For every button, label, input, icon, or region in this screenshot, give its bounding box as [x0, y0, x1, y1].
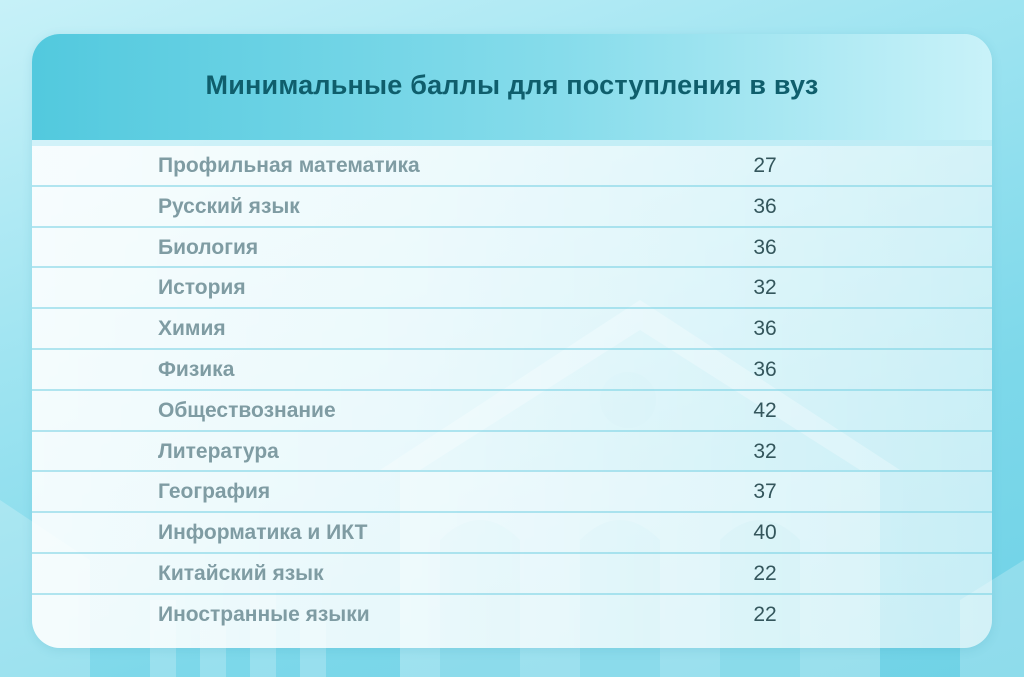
subject-name: Обществознание	[158, 398, 336, 422]
min-score: 22	[753, 602, 777, 626]
table-row: Физика 36	[32, 350, 992, 391]
subject-name: Профильная математика	[158, 154, 420, 177]
subject-name: Информатика и ИКТ	[158, 521, 368, 545]
min-score: 22	[753, 561, 777, 585]
subject-name: География	[158, 480, 271, 504]
table-row: Биология 36	[32, 228, 992, 269]
page-title: Минимальные баллы для поступления в вуз	[205, 70, 819, 100]
subject-name: Иностранные языки	[158, 602, 370, 626]
min-score: 36	[753, 317, 777, 341]
subject-name: Китайский язык	[158, 561, 324, 585]
scores-card: Минимальные баллы для поступления в вуз …	[32, 34, 992, 648]
table-row: История 32	[32, 268, 992, 310]
subject-name: Русский язык	[158, 194, 300, 218]
table-row: Информатика и ИКТ 40	[32, 513, 992, 554]
table-row: География 37	[32, 472, 992, 514]
table-row: Русский язык 36	[32, 187, 992, 228]
table-row: Литература 32	[32, 432, 992, 473]
table-row: Профильная математика 27	[32, 146, 992, 187]
min-score: 37	[753, 480, 777, 504]
min-score: 32	[753, 276, 777, 300]
scores-table: Профильная математика 27 Русский язык 36 Био…	[32, 146, 992, 648]
min-score: 32	[753, 439, 777, 463]
min-score: 36	[753, 235, 777, 259]
subject-name: Физика	[158, 357, 235, 381]
min-score: 40	[753, 521, 777, 545]
subject-name: Биология	[158, 235, 259, 259]
card-header: Минимальные баллы для поступления в вуз	[32, 34, 992, 140]
table-row: Иностранные языки 22	[32, 595, 992, 636]
subject-name: Литература	[158, 439, 279, 463]
table-row: Химия 36	[32, 309, 992, 350]
min-score: 42	[753, 398, 777, 422]
min-score: 36	[753, 194, 777, 218]
table-rows: Профильная математика 27 Русский язык 36 Био…	[32, 146, 992, 636]
min-score: 36	[753, 357, 777, 381]
table-row: Обществознание 42	[32, 391, 992, 432]
table-row: Китайский язык 22	[32, 554, 992, 595]
min-score: 27	[753, 154, 777, 177]
subject-name: Химия	[158, 317, 226, 341]
subject-name: История	[158, 276, 246, 300]
